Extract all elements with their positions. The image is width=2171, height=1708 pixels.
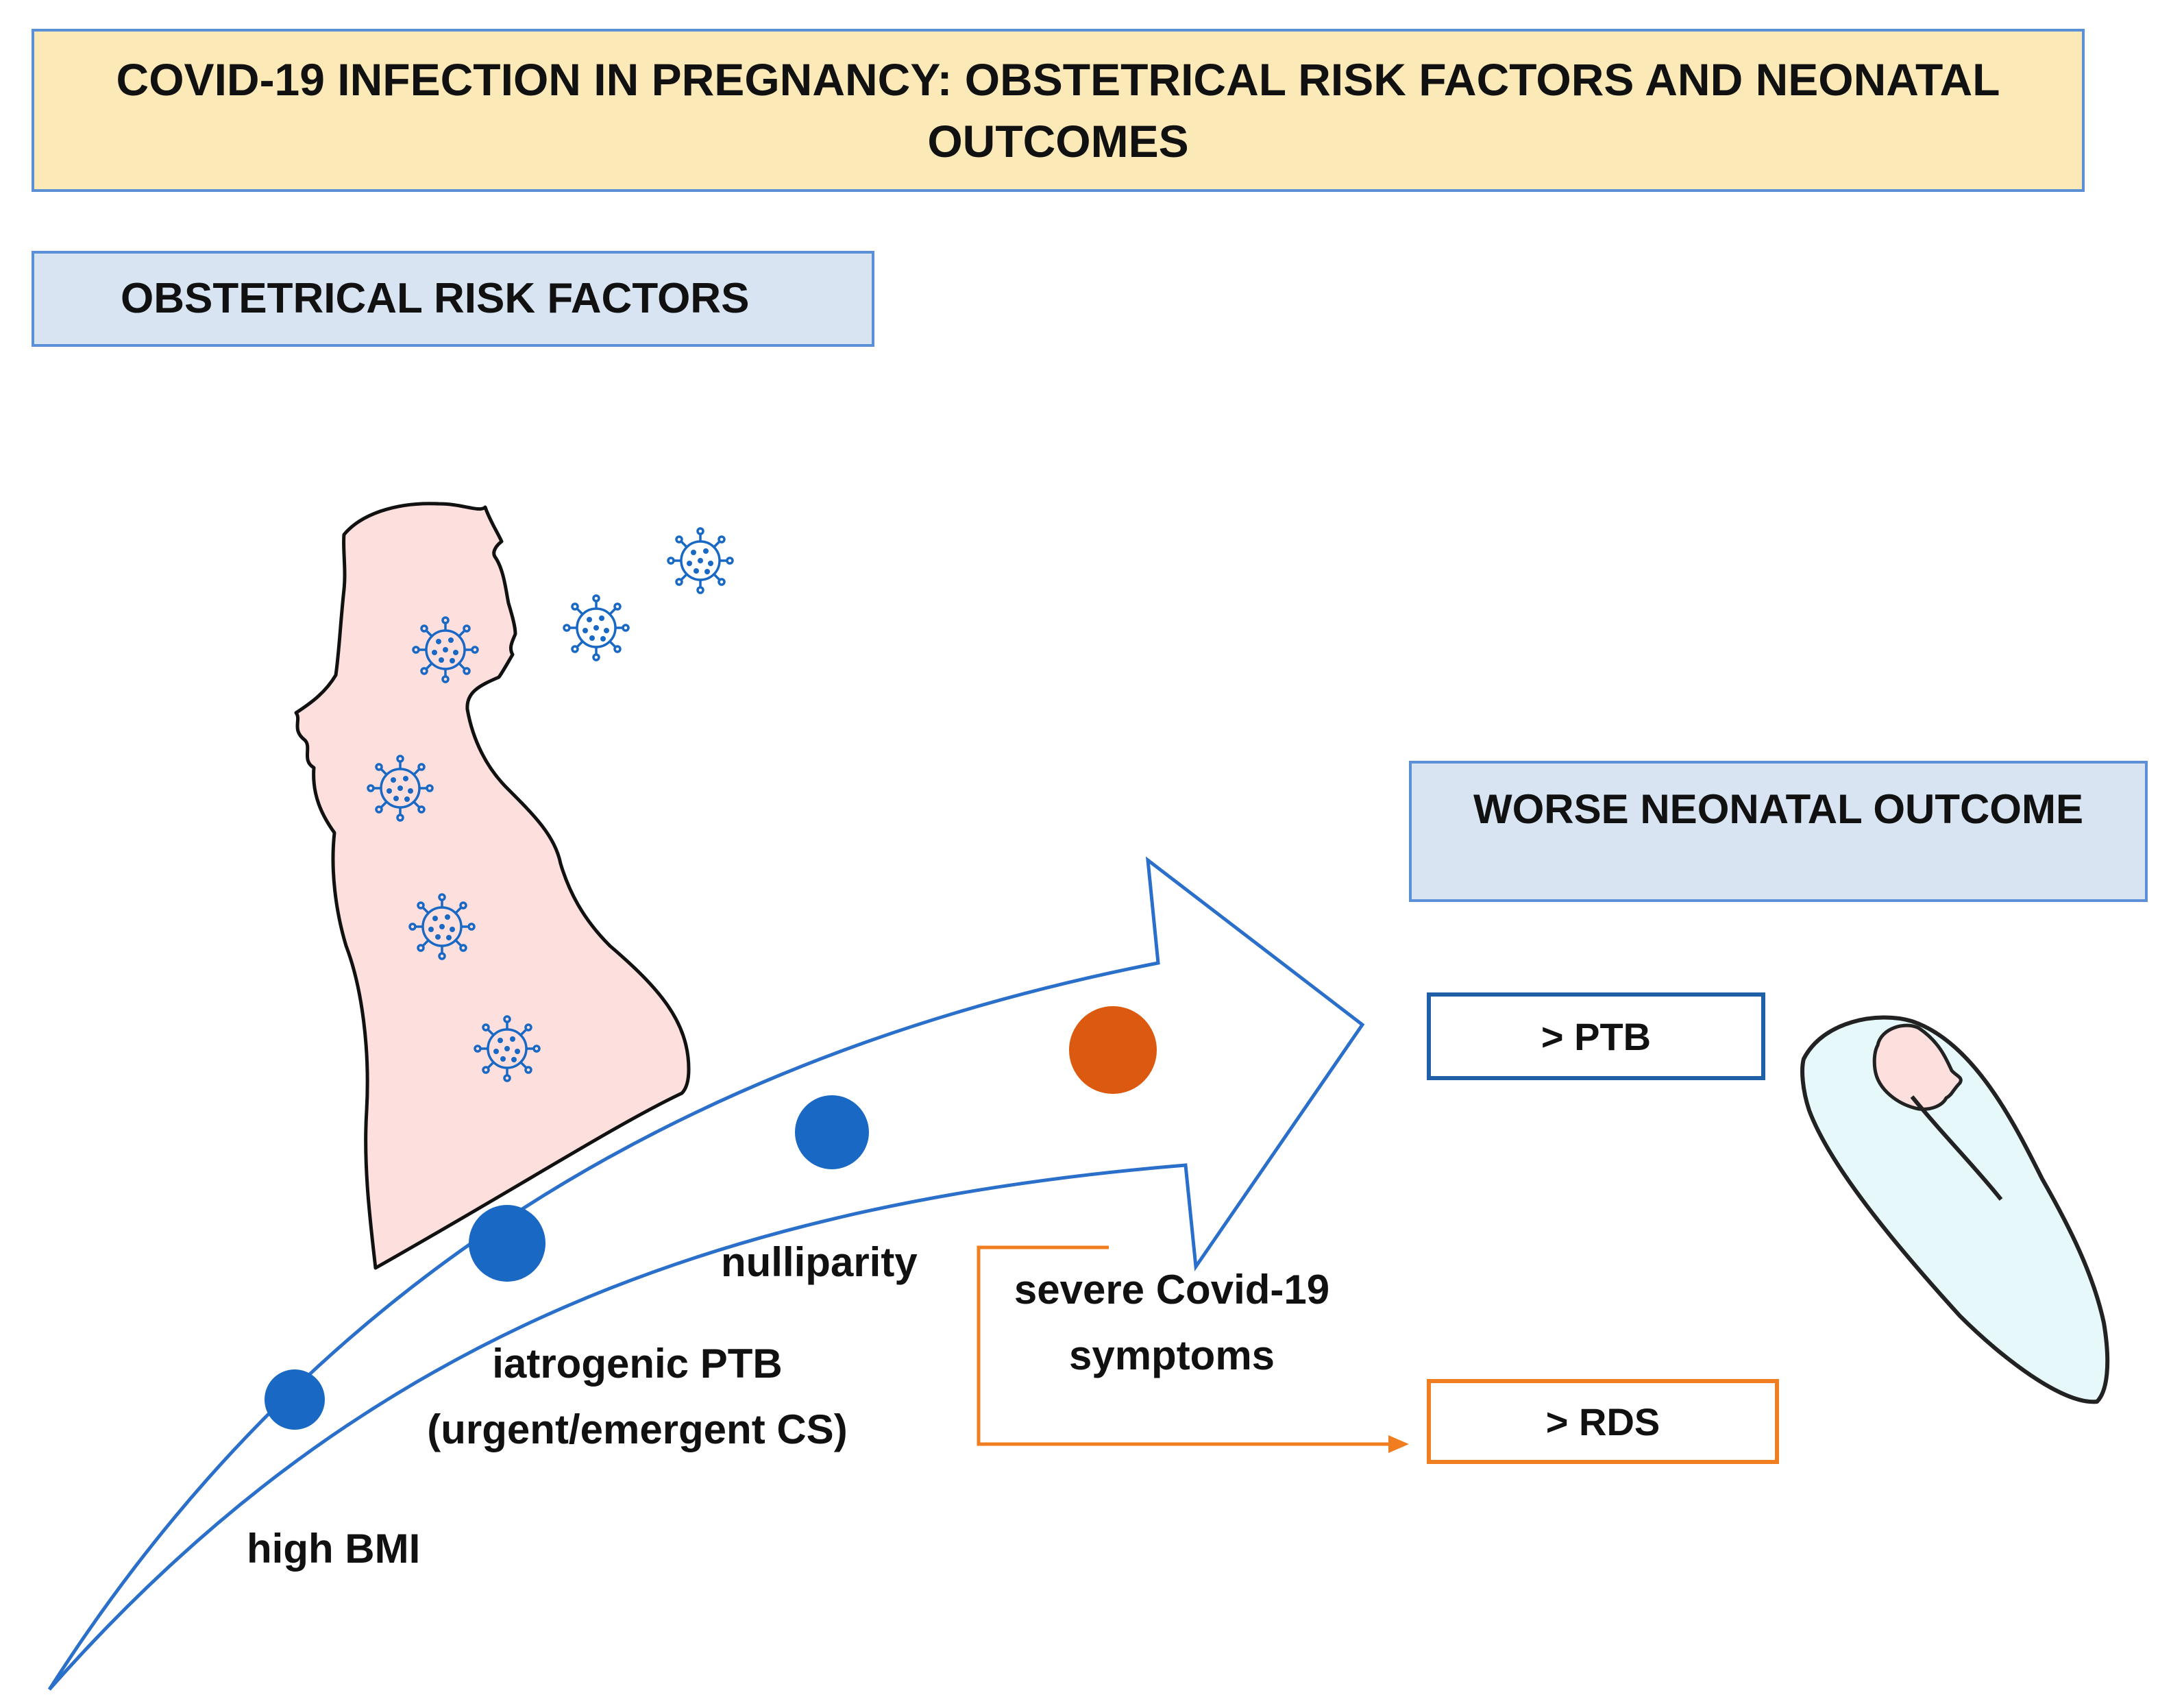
virus-icon [408, 893, 476, 960]
rds-outcome-box: > RDS [1427, 1379, 1779, 1464]
virus-icon [412, 616, 479, 683]
connector-arrowhead [1388, 1435, 1409, 1453]
high-bmi-label: high BMI [247, 1526, 421, 1572]
outcome-header: WORSE NEONATAL OUTCOME [1409, 761, 2148, 902]
risk-factors-header: OBSTETRICAL RISK FACTORS [32, 251, 874, 347]
nulliparity-label: nulliparity [721, 1239, 918, 1285]
severe-covid-connector [977, 1245, 1391, 1446]
severe-covid-dot [1069, 1006, 1157, 1094]
virus-icon [474, 1015, 541, 1082]
iatrogenic-ptb-line2: (urgent/emergent CS) [427, 1406, 848, 1452]
pregnant-woman-silhouette-icon [294, 502, 691, 1270]
virus-icon [667, 527, 734, 594]
severe-covid-label: severe Covid-19 symptoms [987, 1257, 1357, 1389]
swaddled-newborn-icon [1800, 1015, 2110, 1404]
progression-arrow [47, 856, 1365, 1691]
iatrogenic-ptb-dot [469, 1205, 545, 1282]
severe-covid-line1: severe Covid-19 [1014, 1267, 1330, 1313]
nulliparity-dot [795, 1095, 869, 1169]
virus-icon [367, 755, 434, 822]
diagram-title: COVID-19 INFECTION IN PREGNANCY: OBSTETR… [32, 29, 2085, 192]
virus-icon [563, 594, 630, 661]
high-bmi-dot [265, 1369, 325, 1430]
severe-covid-line2: symptoms [1068, 1332, 1275, 1378]
iatrogenic-ptb-label: iatrogenic PTB (urgent/emergent CS) [397, 1331, 877, 1463]
iatrogenic-ptb-line1: iatrogenic PTB [492, 1341, 783, 1387]
ptb-outcome-box: > PTB [1427, 992, 1765, 1080]
